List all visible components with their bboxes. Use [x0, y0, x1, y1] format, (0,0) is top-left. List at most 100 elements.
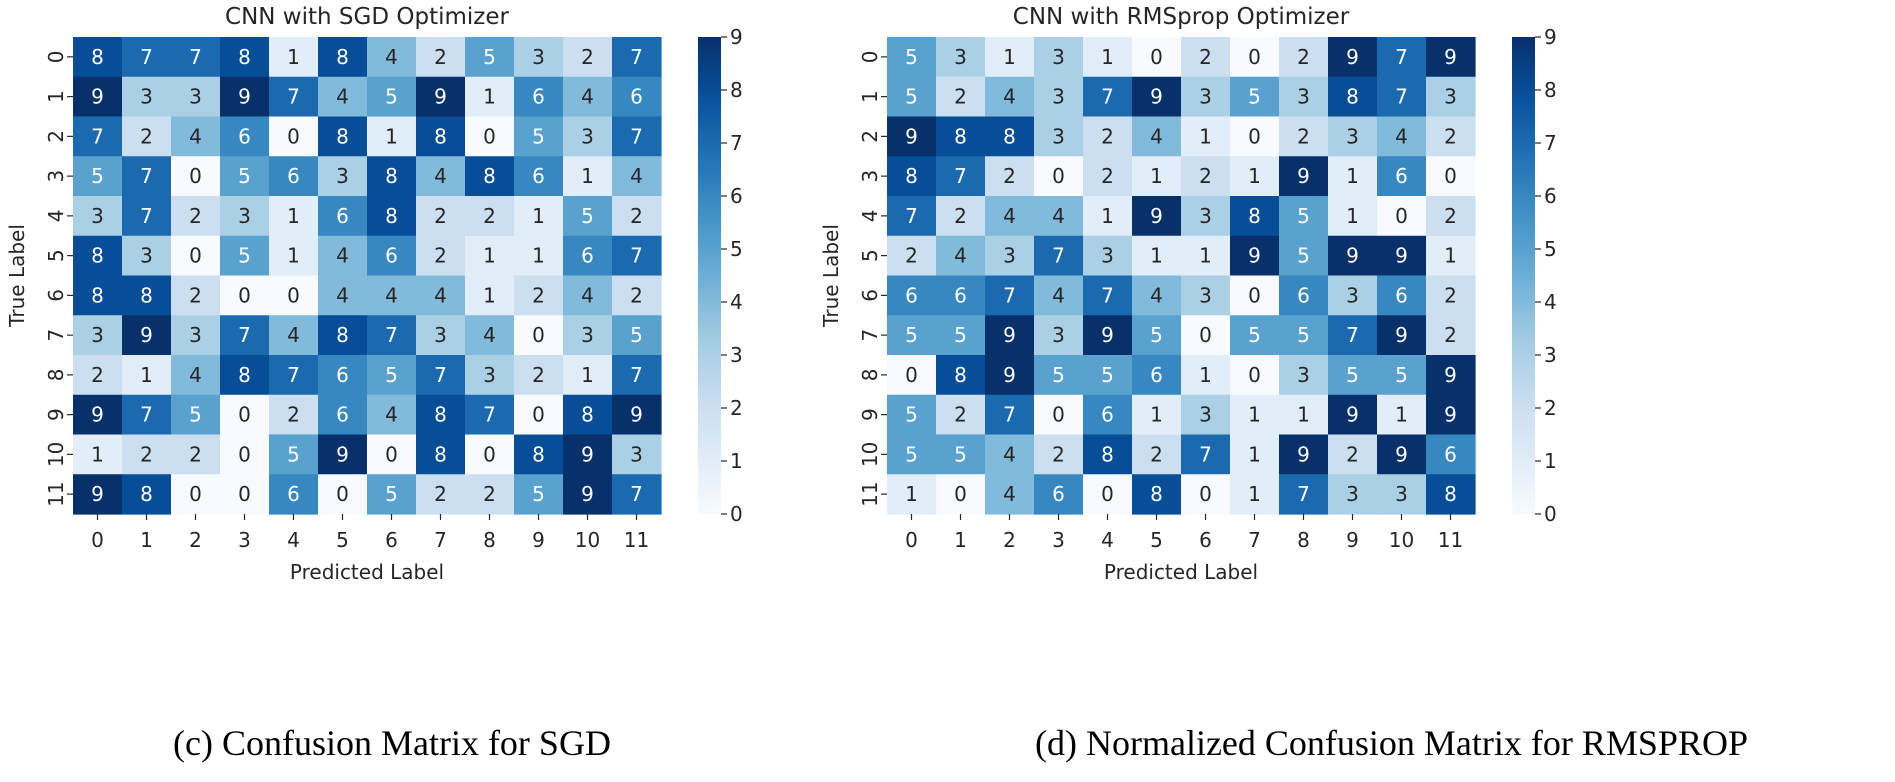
heatmap-cell: [318, 76, 368, 118]
cell-value-label: 3: [1003, 244, 1016, 268]
cell-value-label: 3: [91, 204, 104, 228]
x-tick-label: 4: [1101, 528, 1114, 552]
cell-value-label: 4: [434, 283, 447, 307]
heatmap-cell: [465, 474, 515, 515]
cell-value-label: 1: [483, 85, 496, 109]
heatmap-cell: [1034, 474, 1084, 515]
cell-value-label: 5: [1101, 363, 1114, 387]
cell-value-label: 5: [385, 482, 398, 506]
heatmap-cell: [936, 76, 986, 118]
cell-value-label: 9: [1395, 442, 1408, 466]
cell-value-label: 6: [1297, 283, 1310, 307]
cell-value-label: 5: [1052, 363, 1065, 387]
cell-value-label: 4: [385, 283, 398, 307]
cell-value-label: 5: [954, 323, 967, 347]
cell-value-label: 6: [336, 403, 349, 427]
heatmap-cell: [73, 76, 123, 118]
heatmap-cell: [171, 37, 221, 78]
cell-value-label: 7: [630, 124, 643, 148]
heatmap-cell: [269, 37, 319, 78]
heatmap-cell: [1279, 434, 1329, 475]
heatmap-cell: [269, 76, 319, 118]
heatmap-cell: [514, 315, 564, 356]
heatmap-cell: [1034, 76, 1084, 118]
cell-value-label: 0: [483, 442, 496, 466]
heatmap-cell: [465, 116, 515, 157]
cell-value-label: 3: [434, 323, 447, 347]
x-tick-label: 9: [1346, 528, 1359, 552]
cell-value-label: 2: [630, 283, 643, 307]
heatmap-cell: [1181, 196, 1231, 237]
cell-value-label: 1: [532, 204, 545, 228]
heatmap-cell: [985, 156, 1035, 197]
cell-value-label: 1: [581, 363, 594, 387]
cell-value-label: 2: [532, 363, 545, 387]
heatmap-cell: [1181, 315, 1231, 356]
heatmap-cell: [416, 355, 466, 396]
colorbar-tick-label: 4: [730, 290, 743, 314]
cell-value-label: 0: [287, 283, 300, 307]
heatmap-cell: [1230, 434, 1280, 475]
x-tick-label: 1: [954, 528, 967, 552]
cell-value-label: 2: [1444, 124, 1457, 148]
heatmap-cell: [1034, 37, 1084, 78]
cell-value-label: 4: [1003, 204, 1016, 228]
heatmap-cell: [1132, 156, 1182, 197]
heatmap-cell: [563, 116, 613, 157]
y-tick-label: 10: [858, 442, 882, 467]
cell-value-label: 9: [1346, 244, 1359, 268]
cell-value-label: 1: [1199, 244, 1212, 268]
cell-value-label: 2: [630, 204, 643, 228]
cell-value-label: 0: [1199, 482, 1212, 506]
heatmap-cell: [514, 275, 564, 316]
cell-value-label: 4: [189, 124, 202, 148]
heatmap-cell: [416, 394, 466, 436]
cell-value-label: 5: [189, 403, 202, 427]
y-tick-label: 2: [44, 130, 68, 143]
heatmap-cell: [269, 275, 319, 316]
heatmap-cell: [367, 196, 417, 237]
heatmap-cell: [171, 434, 221, 475]
heatmap-cell: [1279, 235, 1329, 277]
heatmap-cell: [1377, 434, 1427, 475]
heatmap-cell: [416, 235, 466, 277]
heatmap-cell: [514, 394, 564, 436]
x-tick-label: 5: [336, 528, 349, 552]
cell-value-label: 8: [385, 164, 398, 188]
cell-value-label: 7: [140, 403, 153, 427]
heatmap-cell: [1034, 156, 1084, 197]
cell-value-label: 4: [1003, 482, 1016, 506]
heatmap-cell: [985, 434, 1035, 475]
cell-value-label: 7: [630, 244, 643, 268]
cell-value-label: 0: [238, 283, 251, 307]
heatmap-cell: [73, 474, 123, 515]
cell-value-label: 9: [336, 442, 349, 466]
heatmap-cell: [887, 37, 937, 78]
cell-value-label: 1: [1346, 204, 1359, 228]
heatmap-cell: [1377, 76, 1427, 118]
heatmap-cell: [73, 355, 123, 396]
heatmap-cell: [1181, 76, 1231, 118]
cell-value-label: 2: [1297, 45, 1310, 69]
y-tick-label: 7: [44, 329, 68, 342]
cell-value-label: 9: [1101, 323, 1114, 347]
cell-value-label: 8: [238, 45, 251, 69]
heatmap-cell: [367, 37, 417, 78]
heatmap-cell: [1132, 474, 1182, 515]
cell-value-label: 9: [1346, 45, 1359, 69]
cell-value-label: 1: [287, 244, 300, 268]
cell-value-label: 1: [483, 244, 496, 268]
cell-value-label: 4: [1150, 283, 1163, 307]
cell-value-label: 6: [581, 244, 594, 268]
heatmap-cell: [1279, 196, 1329, 237]
heatmap-cell: [985, 196, 1035, 237]
heatmap-cell: [1181, 37, 1231, 78]
cell-value-label: 8: [1346, 85, 1359, 109]
heatmap-cell: [73, 434, 123, 475]
heatmap-cell: [936, 355, 986, 396]
heatmap-cell: [122, 196, 172, 237]
heatmap-cell: [1132, 394, 1182, 436]
cell-value-label: 7: [140, 45, 153, 69]
cell-value-label: 6: [336, 204, 349, 228]
heatmap-cell: [1279, 275, 1329, 316]
